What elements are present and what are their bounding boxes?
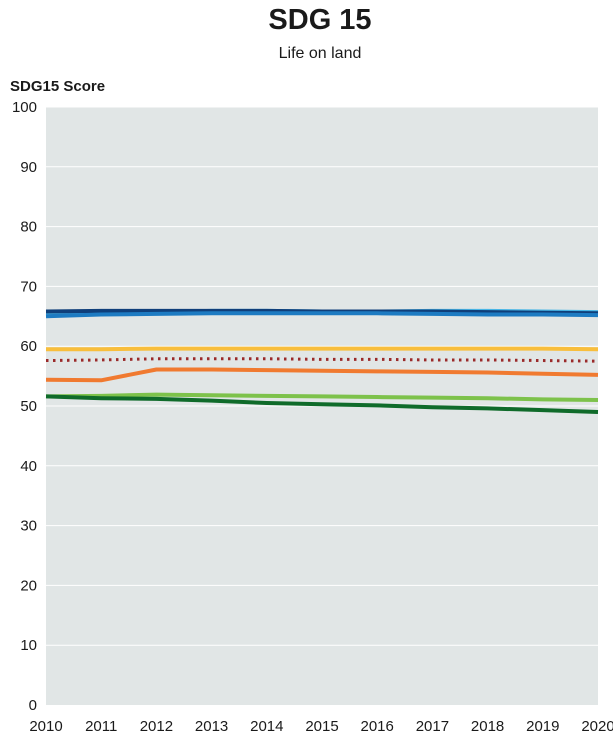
series-line-5 (45, 357, 599, 363)
y-tick-label: 20 (20, 577, 37, 594)
chart-title: SDG 15 (268, 4, 372, 36)
chart-subtitle: Life on land (278, 45, 362, 62)
x-tick-label: 2020 (581, 718, 613, 735)
series-line-4 (46, 346, 599, 352)
y-tick-label: 100 (12, 99, 37, 116)
y-tick-label: 50 (20, 398, 37, 415)
y-tick-label: 70 (20, 278, 37, 295)
y-tick-label: 90 (20, 159, 37, 176)
y-axis-title: SDG15 Score (10, 78, 106, 95)
x-tick-label: 2016 (361, 718, 394, 735)
x-tick-label: 2012 (140, 718, 173, 735)
x-tick-label: 2015 (305, 718, 338, 735)
y-tick-label: 60 (20, 338, 37, 355)
x-tick-label: 2013 (195, 718, 228, 735)
y-tick-label: 10 (20, 637, 37, 654)
x-tick-label: 2014 (250, 718, 283, 735)
x-tick-label: 2010 (29, 718, 62, 735)
series-line-3 (45, 311, 599, 319)
series-line-6 (45, 367, 599, 383)
y-tick-label: 40 (20, 458, 37, 475)
y-tick-label: 0 (29, 697, 37, 714)
series-line-8 (45, 394, 599, 414)
x-tick-label: 2019 (526, 718, 559, 735)
x-tick-label: 2018 (471, 718, 504, 735)
x-tick-label: 2017 (416, 718, 449, 735)
x-tick-label: 2011 (85, 718, 117, 735)
y-tick-label: 80 (20, 219, 37, 236)
y-tick-label: 30 (20, 518, 37, 535)
series-line-7 (45, 392, 599, 403)
